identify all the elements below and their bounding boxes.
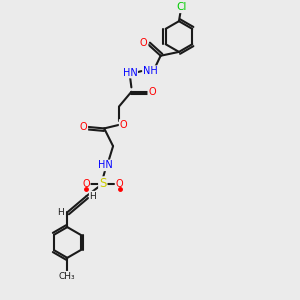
Text: S: S bbox=[99, 177, 106, 190]
Text: Cl: Cl bbox=[177, 2, 187, 12]
Text: O: O bbox=[148, 87, 156, 97]
Text: O: O bbox=[140, 38, 148, 48]
Text: O: O bbox=[80, 122, 87, 132]
Text: NH: NH bbox=[143, 66, 158, 76]
Text: H: H bbox=[90, 192, 96, 201]
Text: HN: HN bbox=[98, 160, 113, 170]
Text: O: O bbox=[82, 179, 90, 189]
Text: O: O bbox=[116, 179, 123, 189]
Text: H: H bbox=[57, 208, 64, 217]
Text: O: O bbox=[120, 120, 127, 130]
Text: CH₃: CH₃ bbox=[59, 272, 76, 281]
Text: HN: HN bbox=[122, 68, 137, 78]
